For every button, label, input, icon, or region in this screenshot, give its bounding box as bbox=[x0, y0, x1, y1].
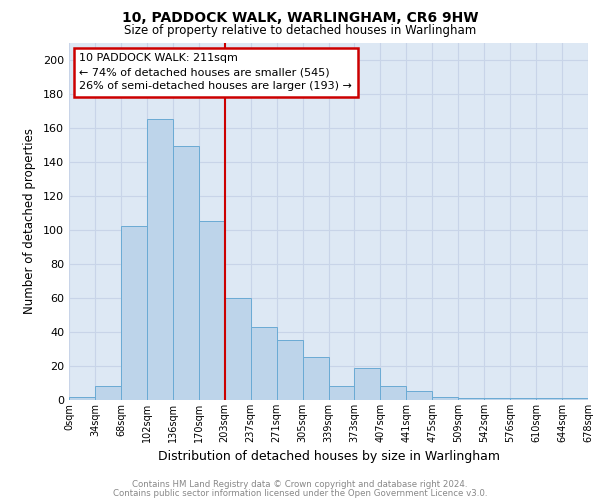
Bar bbox=[302, 358, 329, 400]
Text: Size of property relative to detached houses in Warlingham: Size of property relative to detached ho… bbox=[124, 24, 476, 37]
Bar bbox=[406, 392, 432, 400]
Text: 10 PADDOCK WALK: 211sqm
← 74% of detached houses are smaller (545)
26% of semi-d: 10 PADDOCK WALK: 211sqm ← 74% of detache… bbox=[79, 53, 352, 91]
Text: Contains public sector information licensed under the Open Government Licence v3: Contains public sector information licen… bbox=[113, 488, 487, 498]
Text: Contains HM Land Registry data © Crown copyright and database right 2024.: Contains HM Land Registry data © Crown c… bbox=[132, 480, 468, 489]
Bar bbox=[355, 368, 380, 400]
Bar bbox=[199, 221, 224, 400]
Bar bbox=[510, 398, 536, 400]
Bar bbox=[458, 398, 484, 400]
Bar bbox=[69, 396, 95, 400]
X-axis label: Distribution of detached houses by size in Warlingham: Distribution of detached houses by size … bbox=[157, 450, 499, 464]
Bar bbox=[251, 327, 277, 400]
Bar bbox=[173, 146, 199, 400]
Bar bbox=[225, 298, 251, 400]
Bar bbox=[277, 340, 302, 400]
Bar bbox=[121, 226, 147, 400]
Bar bbox=[536, 398, 562, 400]
Bar bbox=[562, 398, 588, 400]
Bar bbox=[95, 386, 121, 400]
Bar bbox=[433, 396, 458, 400]
Bar bbox=[380, 386, 406, 400]
Bar bbox=[484, 398, 510, 400]
Bar bbox=[329, 386, 355, 400]
Y-axis label: Number of detached properties: Number of detached properties bbox=[23, 128, 36, 314]
Bar bbox=[147, 119, 173, 400]
Text: 10, PADDOCK WALK, WARLINGHAM, CR6 9HW: 10, PADDOCK WALK, WARLINGHAM, CR6 9HW bbox=[122, 11, 478, 25]
